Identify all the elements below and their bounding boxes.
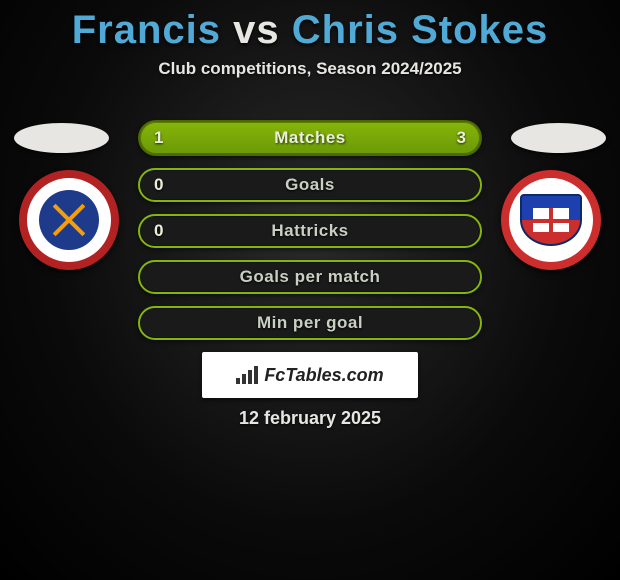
bars-icon — [236, 366, 258, 384]
stat-row-goals: 0 Goals — [138, 168, 482, 202]
stat-label: Matches — [140, 128, 480, 148]
stat-left-value: 1 — [154, 128, 163, 148]
stat-row-matches: 1 Matches 3 — [138, 120, 482, 156]
crest-right-shield — [520, 194, 582, 246]
left-oval-placeholder — [14, 123, 109, 153]
flag-icon — [533, 208, 569, 232]
crest-left-inner — [39, 190, 99, 250]
stat-left-value: 0 — [154, 221, 163, 241]
source-logo: FcTables.com — [202, 352, 418, 398]
subtitle: Club competitions, Season 2024/2025 — [0, 59, 620, 79]
stat-label: Min per goal — [140, 313, 480, 333]
stats-panel: 1 Matches 3 0 Goals 0 Hattricks Goals pe… — [138, 120, 482, 352]
stat-right-value: 3 — [457, 128, 466, 148]
title-vs: vs — [233, 8, 280, 52]
logo-text: FcTables.com — [264, 365, 383, 386]
comparison-card: Francis vs Chris Stokes Club competition… — [0, 0, 620, 580]
club-crest-right — [501, 170, 601, 270]
player1-name: Francis — [72, 8, 221, 52]
logo-content: FcTables.com — [236, 365, 383, 386]
stat-label: Goals per match — [140, 267, 480, 287]
date-label: 12 february 2025 — [0, 408, 620, 429]
stat-row-hattricks: 0 Hattricks — [138, 214, 482, 248]
player2-name: Chris Stokes — [292, 8, 549, 52]
page-title: Francis vs Chris Stokes — [0, 0, 620, 53]
right-oval-placeholder — [511, 123, 606, 153]
stat-row-min-per-goal: Min per goal — [138, 306, 482, 340]
stat-left-value: 0 — [154, 175, 163, 195]
club-crest-left — [19, 170, 119, 270]
stat-label: Hattricks — [140, 221, 480, 241]
stat-label: Goals — [140, 175, 480, 195]
stat-row-goals-per-match: Goals per match — [138, 260, 482, 294]
